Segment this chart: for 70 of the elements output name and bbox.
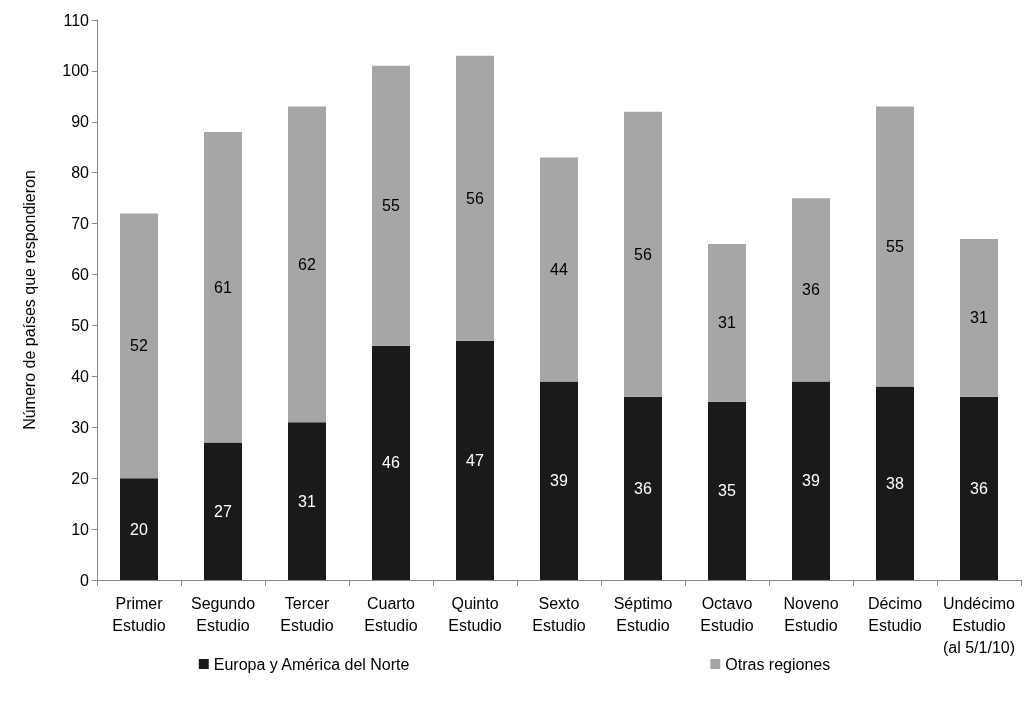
data-label: 20: [130, 520, 148, 538]
data-label: 39: [802, 472, 820, 490]
data-label: 62: [298, 255, 316, 273]
data-label: 36: [802, 281, 820, 299]
x-tick-label: Primer Estudio: [112, 594, 166, 634]
data-label: 31: [718, 314, 736, 332]
bar: [120, 213, 158, 479]
data-label: 47: [466, 451, 484, 469]
data-label: 52: [130, 337, 148, 355]
bar: [876, 106, 914, 387]
data-label: 35: [718, 482, 736, 500]
bar: [960, 238, 998, 397]
data-label: 38: [886, 474, 904, 492]
data-label: 36: [970, 479, 988, 497]
x-tick-label: Quinto Estudio: [448, 594, 502, 634]
y-tick-label: 90: [71, 113, 90, 131]
bar: [540, 157, 578, 382]
bar: [624, 396, 662, 580]
legend-label: Europa y América del Norte: [213, 655, 410, 673]
y-tick-label: 100: [62, 62, 90, 80]
x-tick-label: Cuarto Estudio: [364, 594, 418, 634]
y-tick-label: 30: [71, 418, 90, 436]
bar: [708, 401, 746, 580]
x-tick-label: Octavo Estudio: [700, 594, 754, 634]
bar: [204, 442, 242, 580]
y-tick-label: 110: [63, 11, 90, 29]
data-label: 61: [214, 278, 232, 296]
x-tick-label: Sexto Estudio: [532, 594, 586, 634]
bar: [960, 396, 998, 580]
data-label: 27: [214, 502, 232, 520]
y-tick-label: 80: [71, 164, 90, 182]
y-tick-label: 10: [71, 520, 90, 538]
bar: [624, 111, 662, 397]
x-tick-label: Undécimo Estudio (al 5/1/10): [942, 594, 1016, 656]
data-label: 44: [550, 260, 568, 278]
bar: [792, 381, 830, 580]
x-tick-label: Décimo Estudio: [867, 594, 923, 634]
bar: [204, 132, 242, 443]
x-tick-label: Noveno Estudio: [783, 594, 839, 634]
y-tick-label: 20: [71, 469, 90, 487]
x-tick-label: Tercer Estudio: [280, 594, 334, 634]
y-tick-label: 70: [71, 215, 90, 233]
bar: [372, 65, 410, 346]
data-label: 55: [382, 197, 400, 215]
data-label: 39: [550, 472, 568, 490]
y-tick-label: 60: [71, 266, 90, 284]
data-label: 31: [970, 309, 988, 327]
bar: [456, 55, 494, 341]
bar: [288, 422, 326, 580]
bar: [540, 381, 578, 580]
y-tick-label: 50: [71, 316, 90, 334]
y-tick-label: 40: [71, 367, 90, 385]
data-label: 36: [634, 479, 652, 497]
data-label: 56: [466, 189, 484, 207]
bar: [372, 345, 410, 580]
bar: [708, 244, 746, 402]
bar: [456, 340, 494, 580]
bar: [876, 386, 914, 580]
x-tick-label: Segundo Estudio: [190, 594, 256, 634]
legend-label: Otras regiones: [725, 655, 831, 673]
y-axis-title: Número de países que respondieron: [20, 170, 38, 430]
data-label: 31: [298, 492, 316, 510]
bar: [792, 198, 830, 382]
data-label: 56: [634, 245, 652, 263]
data-label: 55: [886, 238, 904, 256]
data-label: 46: [382, 454, 400, 472]
y-tick-label: 0: [80, 571, 90, 589]
bar: [288, 106, 326, 423]
bar: [120, 478, 158, 580]
x-tick-label: Séptimo Estudio: [613, 594, 673, 634]
